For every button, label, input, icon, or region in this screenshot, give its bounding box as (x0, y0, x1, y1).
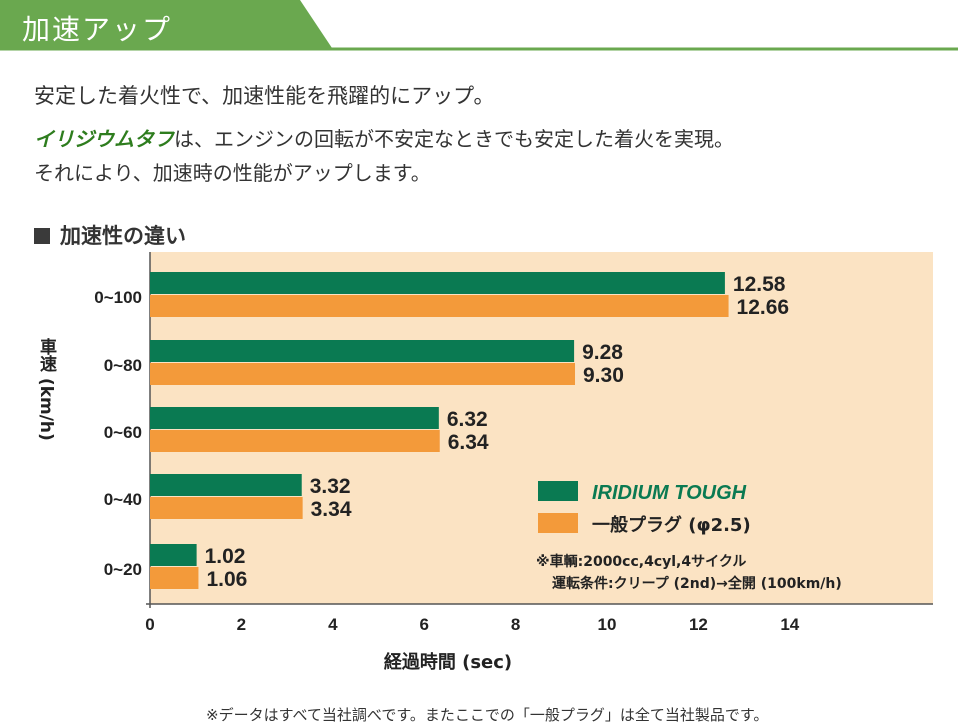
bar (150, 340, 575, 362)
bar (150, 430, 440, 452)
bar (150, 363, 576, 385)
intro-line2: それにより、加速時の性能がアップします。 (34, 161, 431, 185)
bar (150, 474, 302, 496)
data-label: 12.66 (737, 296, 790, 319)
x-tick-label: 6 (419, 615, 428, 634)
footnote: ※データはすべて当社調べです。またここでの「一般プラグ」は全て当社製品です。 (206, 706, 769, 724)
banner-shape (0, 0, 958, 51)
x-axis-label: 経過時間 (sec) (384, 651, 512, 673)
data-label: 12.58 (733, 273, 786, 296)
data-label: 3.34 (311, 498, 352, 521)
intro-line1: は、エンジンの回転が不安定なときでも安定した着火を実現。 (174, 127, 734, 151)
y-tick-label: 0~100 (94, 288, 142, 307)
y-tick-label: 0~60 (104, 423, 142, 442)
legend-label-iridium: IRIDIUM TOUGH (592, 482, 747, 504)
data-label: 6.32 (447, 408, 488, 431)
brand-name: イリジウムタフ (34, 127, 174, 151)
y-tick-label: 0~20 (104, 560, 142, 579)
bar (150, 295, 729, 317)
header-banner: 加速アップ (0, 0, 958, 52)
x-tick-label: 12 (689, 615, 708, 634)
x-tick-label: 8 (511, 615, 520, 634)
chart-note: ※車輌:2000cc,4cyl,4サイクル (536, 553, 746, 570)
x-tick-label: 10 (598, 615, 617, 634)
data-label: 3.32 (310, 475, 351, 498)
x-tick-label: 2 (237, 615, 246, 634)
intro-description: イリジウムタフは、エンジンの回転が不安定なときでも安定した着火を実現。 それによ… (34, 122, 934, 190)
data-label: 6.34 (448, 431, 489, 454)
legend-swatch-iridium (538, 481, 578, 501)
data-label: 1.02 (205, 545, 246, 568)
y-tick-label: 0~40 (104, 490, 142, 509)
y-axis-label: 車速 (km/h) (36, 337, 57, 441)
intro-lead: 安定した着火性で、加速性能を飛躍的にアップ。 (34, 84, 495, 108)
square-bullet-icon (34, 228, 50, 244)
y-tick-label: 0~80 (104, 356, 142, 375)
section-heading: 加速性の違い (34, 220, 186, 250)
x-tick-label: 4 (328, 615, 338, 634)
section-title: 加速性の違い (60, 224, 186, 248)
bar (150, 407, 439, 429)
legend-swatch-plug (538, 513, 578, 533)
bar (150, 497, 303, 519)
legend-label-plug: 一般プラグ (φ2.5) (592, 514, 751, 536)
bar (150, 567, 199, 589)
bar (150, 544, 197, 566)
x-tick-label: 14 (780, 615, 799, 634)
data-label: 9.28 (582, 341, 623, 364)
page-title: 加速アップ (22, 13, 173, 46)
bar (150, 272, 725, 294)
data-label: 9.30 (583, 364, 624, 387)
x-tick-label: 0 (145, 615, 154, 634)
chart-note: 運転条件:クリープ (2nd)→全開 (100km/h) (552, 575, 842, 592)
data-label: 1.06 (206, 568, 247, 591)
